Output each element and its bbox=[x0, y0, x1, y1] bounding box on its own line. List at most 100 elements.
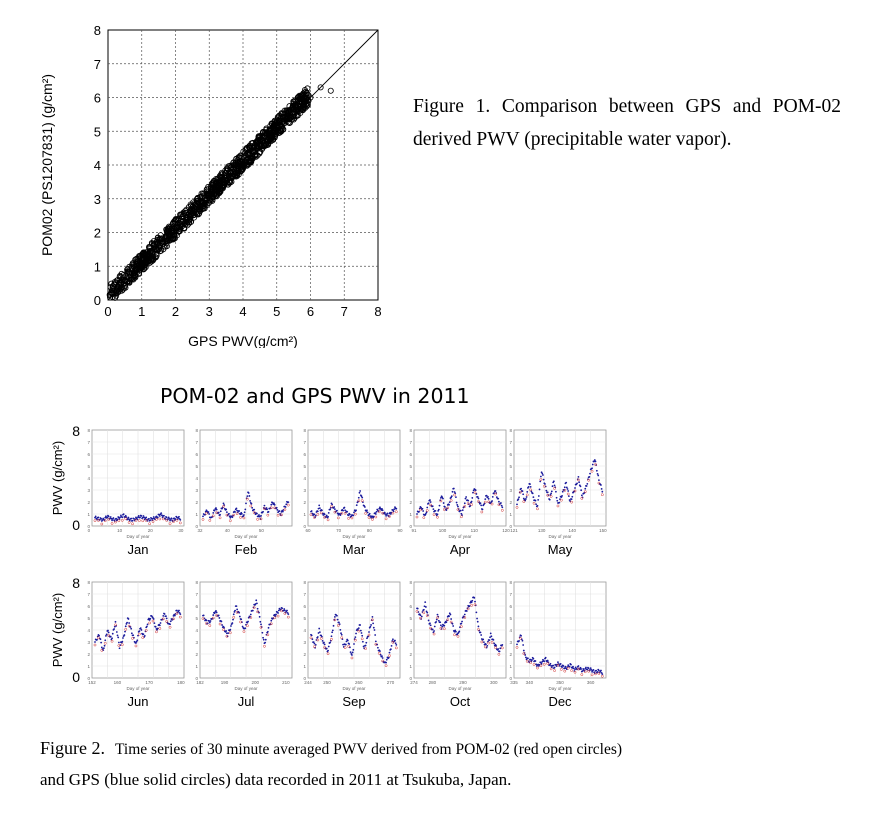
panel-y-tick: 1 bbox=[409, 512, 412, 517]
gps-point bbox=[451, 490, 454, 493]
pom02-point bbox=[549, 667, 553, 671]
gps-point bbox=[103, 644, 106, 647]
gps-point bbox=[381, 509, 384, 512]
gps-point bbox=[323, 643, 326, 646]
gps-point bbox=[208, 621, 211, 624]
gps-point bbox=[500, 502, 502, 504]
gps-point bbox=[285, 503, 288, 506]
gps-point bbox=[420, 506, 422, 509]
gps-point bbox=[374, 634, 377, 636]
pom02-point bbox=[357, 499, 361, 503]
gps-point bbox=[431, 505, 434, 508]
pom02-point bbox=[117, 644, 121, 647]
gps-point bbox=[262, 636, 264, 639]
gps-point bbox=[179, 613, 182, 616]
panel-month-label: Dec bbox=[548, 694, 572, 709]
panel-x-tick: 300 bbox=[490, 680, 498, 685]
gps-point bbox=[329, 641, 332, 644]
gps-point bbox=[364, 644, 367, 647]
gps-point bbox=[572, 667, 575, 670]
scatter-point bbox=[279, 119, 286, 126]
pom02-point bbox=[309, 513, 313, 516]
pom02-point bbox=[364, 511, 367, 515]
scatter-point bbox=[170, 232, 177, 239]
gps-point bbox=[165, 615, 167, 617]
panel-y-tick: 1 bbox=[509, 664, 512, 669]
pom02-point bbox=[259, 626, 263, 629]
gps-point bbox=[236, 509, 239, 512]
pom02-point bbox=[560, 498, 563, 502]
pom02-point bbox=[456, 635, 460, 638]
gps-point bbox=[105, 635, 107, 637]
panel-y-tick: 4 bbox=[87, 628, 90, 633]
pom02-point bbox=[525, 659, 529, 663]
gps-point bbox=[173, 614, 176, 617]
gps-point bbox=[336, 618, 339, 621]
gps-point bbox=[137, 634, 139, 637]
gps-point bbox=[586, 482, 589, 485]
pom02-point bbox=[252, 511, 256, 514]
pom02-point bbox=[600, 493, 604, 497]
panel-x-tick: 180 bbox=[177, 680, 185, 685]
gps-point bbox=[327, 645, 330, 648]
gps-point bbox=[600, 487, 603, 490]
gps-point bbox=[162, 615, 165, 617]
pom02-series bbox=[415, 491, 504, 519]
panel-y-tick: 2 bbox=[87, 652, 90, 657]
gps-point bbox=[416, 607, 419, 610]
gps-point bbox=[597, 474, 600, 477]
gps-point bbox=[139, 627, 142, 630]
gps-point bbox=[208, 513, 211, 515]
pom02-point bbox=[148, 621, 151, 625]
scatter-point bbox=[218, 169, 225, 176]
gps-point bbox=[441, 625, 444, 628]
gps-point bbox=[437, 508, 440, 511]
x-axis-label: GPS PWV(g/cm²) bbox=[188, 333, 298, 348]
gps-point bbox=[455, 496, 457, 499]
gps-point bbox=[247, 492, 250, 494]
panel-jun: 0 1 2 3 4 5 6 7 8 152 160 170 180 Day of year bbox=[87, 580, 185, 691]
gps-point bbox=[243, 511, 246, 514]
gps-point bbox=[443, 624, 446, 627]
gps-point bbox=[389, 648, 392, 651]
gps-point bbox=[416, 513, 418, 515]
panel-y-tick: 4 bbox=[303, 476, 306, 481]
gps-point bbox=[439, 497, 442, 499]
gps-point bbox=[244, 508, 247, 511]
gps-point bbox=[230, 625, 232, 627]
gps-point bbox=[351, 654, 353, 656]
gps-point bbox=[374, 513, 377, 515]
pom02-point bbox=[165, 519, 169, 522]
scatter-point bbox=[267, 136, 274, 143]
gps-point bbox=[565, 481, 568, 484]
gps-point bbox=[591, 670, 593, 673]
gps-point bbox=[524, 656, 527, 659]
gps-point bbox=[453, 630, 456, 633]
pom02-point bbox=[360, 499, 364, 502]
panel-month-label: Mar bbox=[343, 542, 366, 557]
gps-point bbox=[564, 665, 567, 668]
gps-point bbox=[207, 511, 210, 513]
gps-point bbox=[573, 670, 576, 672]
gps-point bbox=[529, 483, 531, 485]
gps-point bbox=[229, 628, 232, 631]
pom02-point bbox=[442, 508, 446, 511]
gps-point bbox=[370, 624, 372, 626]
scatter-point bbox=[234, 156, 241, 163]
scatter-point bbox=[265, 141, 272, 148]
pom02-point bbox=[449, 620, 453, 624]
pom02-point bbox=[542, 484, 546, 488]
panel-y-tick: 1 bbox=[87, 512, 90, 517]
gps-point bbox=[322, 514, 325, 516]
pom02-point bbox=[549, 495, 553, 498]
gps-point bbox=[259, 620, 262, 623]
gps-point bbox=[379, 653, 382, 656]
panel-y-tick: 2 bbox=[303, 652, 306, 657]
panel-y-tick: 5 bbox=[509, 464, 512, 469]
gps-point bbox=[121, 640, 124, 643]
scatter-point bbox=[185, 220, 192, 227]
gps-point bbox=[580, 489, 583, 492]
gps-point bbox=[486, 644, 489, 647]
pom02-series bbox=[309, 499, 398, 522]
gps-point bbox=[371, 615, 374, 618]
